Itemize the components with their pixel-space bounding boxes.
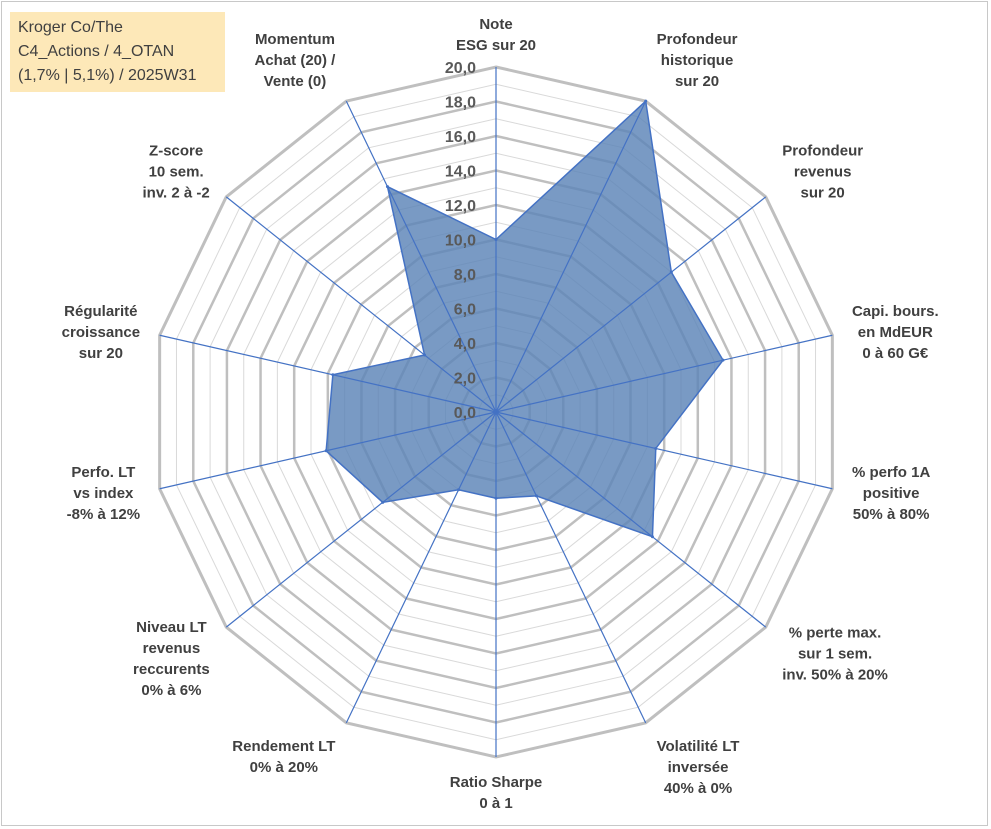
axis-label-line: croissance [62, 324, 140, 341]
axis-label-line: Vente (0) [264, 73, 327, 90]
axis-label-line: Note [479, 16, 512, 33]
axis-spoke [495, 411, 833, 490]
axis-spoke [495, 334, 833, 413]
data-point [457, 488, 461, 492]
axis-label: Profondeur revenus sur 20 [782, 143, 863, 202]
axis-label-line: en MdEUR [858, 324, 933, 341]
data-point [721, 358, 725, 362]
axis-label-line: Z-score [149, 143, 203, 160]
axis-spoke [225, 411, 497, 628]
axis-label-line: Ratio Sharpe [450, 774, 543, 791]
axis-label-line: Perfo. LT [71, 464, 135, 481]
axis-label-line: Momentum [255, 31, 335, 48]
axis-label: Capi. bours. en MdEUR 0 à 60 G€ [852, 303, 939, 362]
axis-label-line: reccurents [133, 661, 210, 678]
data-point [324, 449, 328, 453]
axis-label-line: Capi. bours. [852, 303, 939, 320]
axis-spoke [159, 334, 497, 413]
axis-label-line: % perfo 1A [852, 464, 931, 481]
tick-label: 2,0 [454, 371, 476, 388]
axis-spoke [495, 411, 647, 724]
axis-label: Momentum Achat (20) / Vente (0) [255, 31, 337, 90]
tick-label: 20,0 [445, 60, 476, 77]
axis-label: Niveau LT revenus reccurents 0% à 6% [133, 619, 210, 699]
axis-label-line: 0% à 6% [141, 682, 201, 699]
axis-spoke [159, 411, 497, 490]
axis-label-line: vs index [73, 485, 134, 502]
info-line-category: C4_Actions / 4_OTAN [18, 43, 175, 60]
axis-label-line: 0% à 20% [250, 759, 318, 776]
axis-label-line: sur 20 [675, 73, 719, 90]
axis-label: Rendement LT 0% à 20% [232, 738, 335, 776]
axis-spoke [225, 196, 497, 413]
axis-label: Z-score 10 sem. inv. 2 à -2 [142, 143, 209, 202]
axis-label-line: 0 à 60 G€ [862, 345, 929, 362]
tick-label: 4,0 [454, 336, 476, 353]
axis-label: Ratio Sharpe 0 à 1 [450, 774, 543, 812]
data-point [385, 185, 389, 189]
axis-label-line: Achat (20) / [255, 52, 337, 69]
tick-label: 18,0 [445, 95, 476, 112]
tick-label: 14,0 [445, 164, 476, 181]
axis-label-line: revenus [143, 640, 201, 657]
axis-label-line: sur 1 sem. [798, 645, 872, 662]
axis-label-line: revenus [794, 164, 852, 181]
axis-spoke [495, 100, 647, 413]
axis-label-line: Rendement LT [232, 738, 335, 755]
info-line-company: Kroger Co/The [18, 19, 123, 36]
axis-label-line: Régularité [64, 303, 137, 320]
axis-label: Note ESG sur 20 [456, 16, 536, 54]
tick-label: 6,0 [454, 302, 476, 319]
axis-label: % perte max. sur 1 sem. inv. 50% à 20% [782, 624, 888, 683]
axis-label: Profondeur historique sur 20 [657, 31, 738, 90]
tick-label: 10,0 [445, 233, 476, 250]
data-point [423, 353, 427, 357]
axis-label-line: Profondeur [657, 31, 738, 48]
axis-label-line: historique [661, 52, 734, 69]
axis-label-line: 0 à 1 [479, 795, 512, 812]
axis-spoke [345, 100, 497, 413]
data-point [381, 500, 385, 504]
axis-label-line: inv. 2 à -2 [142, 185, 209, 202]
tick-label: 12,0 [445, 198, 476, 215]
data-point [534, 494, 538, 498]
axis-label-line: -8% à 12% [67, 506, 140, 523]
axis-label-line: sur 20 [79, 345, 123, 362]
axis-label-line: inv. 50% à 20% [782, 666, 888, 683]
info-box: Kroger Co/The C4_Actions / 4_OTAN (1,7% … [10, 12, 225, 92]
axis-label-line: inversée [668, 759, 729, 776]
axis-label-line: ESG sur 20 [456, 37, 536, 54]
axis-label-line: positive [863, 485, 920, 502]
data-point [494, 496, 498, 500]
axis-label-line: % perte max. [789, 624, 882, 641]
tick-label: 16,0 [445, 129, 476, 146]
axis-label: Volatilité LT inversée 40% à 0% [657, 738, 740, 797]
axis-label: Régularité croissance sur 20 [62, 303, 140, 362]
axis-spoke [495, 196, 767, 413]
tick-label: 0,0 [454, 405, 476, 422]
tick-label: 8,0 [454, 267, 476, 284]
axis-label: % perfo 1A positive 50% à 80% [852, 464, 931, 523]
axis-label-line: Niveau LT [136, 619, 207, 636]
data-point [669, 270, 673, 274]
data-point [331, 373, 335, 377]
axis-spoke [495, 411, 767, 628]
data-point [494, 238, 498, 241]
axis-spoke [345, 411, 497, 724]
axis-label-line: Volatilité LT [657, 738, 740, 755]
data-point [654, 446, 658, 450]
axis-label-line: 50% à 80% [853, 506, 930, 523]
axis-label-line: sur 20 [801, 185, 845, 202]
axis-label: Perfo. LT vs index -8% à 12% [67, 464, 140, 523]
axis-label-line: Profondeur [782, 143, 863, 160]
axis-label-line: 40% à 0% [664, 780, 732, 797]
data-point [644, 99, 648, 103]
axis-label-line: 10 sem. [149, 164, 204, 181]
data-point [650, 535, 654, 539]
info-line-stats: (1,7% | 5,1%) / 2025W31 [18, 67, 197, 84]
